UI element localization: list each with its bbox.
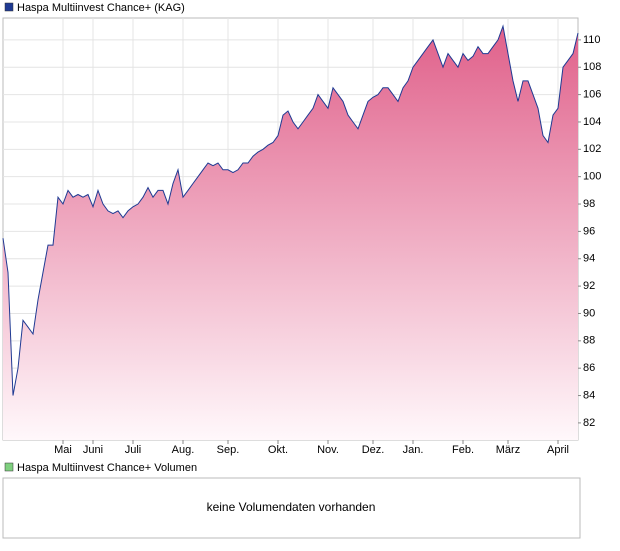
- x-tick-label: März: [496, 444, 520, 456]
- y-tick-label: 90: [583, 307, 595, 319]
- x-tick-label: Mai: [54, 444, 72, 456]
- volume-title: Haspa Multiinvest Chance+ Volumen: [17, 462, 197, 474]
- x-tick-label: Juli: [125, 444, 142, 456]
- y-tick-label: 94: [583, 253, 595, 265]
- y-tick-label: 92: [583, 280, 595, 292]
- y-tick-label: 106: [583, 89, 601, 101]
- legend-label: Haspa Multiinvest Chance+ (KAG): [17, 2, 185, 14]
- y-tick-label: 88: [583, 335, 595, 347]
- y-tick-label: 98: [583, 198, 595, 210]
- legend-swatch: [4, 462, 14, 472]
- x-tick-label: Sep.: [217, 444, 240, 456]
- x-tick-label: Aug.: [172, 444, 195, 456]
- x-tick-label: Jan.: [403, 444, 424, 456]
- x-tick-label: Juni: [83, 444, 103, 456]
- y-tick-label: 84: [583, 389, 595, 401]
- x-tick-label: Dez.: [362, 444, 385, 456]
- y-tick-label: 96: [583, 225, 595, 237]
- volume-message: keine Volumendaten vorhanden: [207, 500, 376, 514]
- y-tick-label: 102: [583, 143, 601, 155]
- x-tick-label: Okt.: [268, 444, 288, 456]
- y-tick-label: 82: [583, 417, 595, 429]
- legend-swatch: [4, 2, 14, 12]
- line: [2, 24, 579, 396]
- x-tick-label: April: [547, 444, 569, 456]
- y-tick-label: 110: [583, 34, 601, 46]
- area: [3, 26, 578, 440]
- x-tick-label: Feb.: [452, 444, 474, 456]
- x-tick-label: Nov.: [317, 444, 339, 456]
- y-tick-label: 104: [583, 116, 601, 128]
- y-tick-label: 108: [583, 61, 601, 73]
- y-tick-label: 86: [583, 362, 595, 374]
- y-tick-label: 100: [583, 171, 601, 183]
- volume-frame: [2, 477, 581, 539]
